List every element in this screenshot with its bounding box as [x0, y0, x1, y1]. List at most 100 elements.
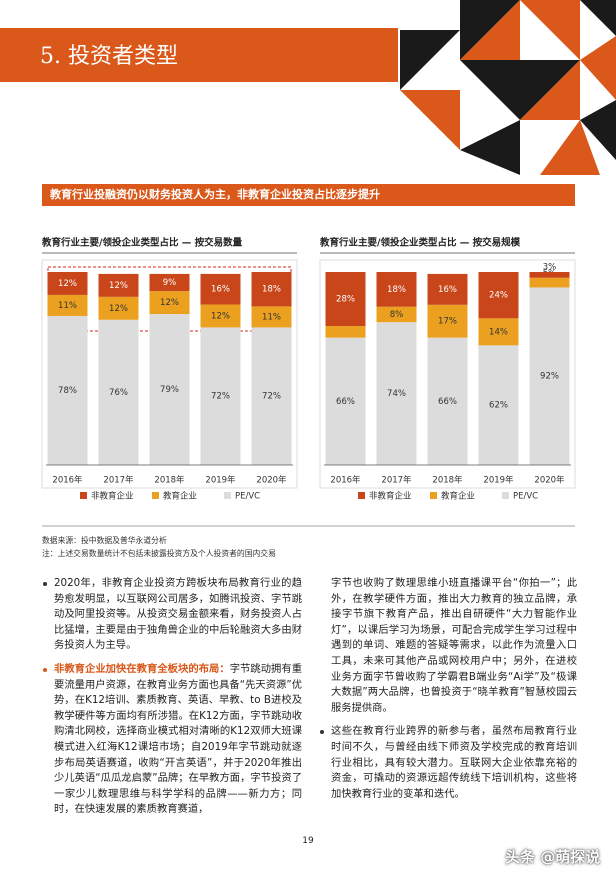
- banner: 教育行业投融资仍以财务投资人为主，非教育企业投资占比逐步提升: [42, 184, 575, 206]
- value-label: 17%: [438, 317, 457, 327]
- section-title: 5. 投资者类型: [40, 44, 178, 69]
- legend-swatch: [502, 492, 509, 499]
- bar-segment: [529, 272, 570, 278]
- value-label: 66%: [336, 397, 355, 407]
- paragraph: 2020年，非教育企业投资方跨板块布局教育行业的趋势愈发明显，以互联网公司居多，…: [43, 576, 302, 654]
- value-label: 16%: [438, 285, 457, 295]
- value-label: 12%: [109, 304, 128, 314]
- bar-segment: [251, 306, 292, 328]
- bar-segment: [529, 287, 570, 465]
- value-label: 92%: [540, 372, 559, 382]
- legend-label: PE/VC: [513, 492, 538, 502]
- value-label: 74%: [387, 389, 406, 399]
- right-column: 字节也收购了数理思维小班直播课平台“你拍一”；此外，在教学硬件方面，推出大力教育…: [320, 576, 577, 810]
- bar-segment: [427, 273, 468, 305]
- legend-label: 教育企业: [163, 491, 197, 502]
- bar-segment: [529, 277, 570, 288]
- value-label: 12%: [58, 279, 77, 289]
- legend-label: 非教育企业: [369, 491, 412, 502]
- legend-swatch: [358, 492, 365, 499]
- bar-segment: [47, 272, 88, 295]
- x-tick-label: 2017年: [381, 475, 412, 486]
- bar-segment: [149, 314, 190, 465]
- bar-segment: [325, 272, 366, 327]
- x-tick-label: 2016年: [52, 475, 83, 486]
- value-label: 12%: [109, 281, 128, 291]
- legend-swatch: [430, 492, 437, 499]
- value-label: 12%: [160, 298, 179, 308]
- value-label: 18%: [262, 285, 281, 295]
- x-tick-label: 2020年: [534, 475, 565, 486]
- x-tick-label: 2017年: [103, 475, 134, 486]
- chart-title: 教育行业主要/领投企业类型占比 — 按交易规模: [319, 237, 521, 249]
- value-label: 79%: [160, 385, 179, 395]
- lead: 非教育企业加快在教育全板块的布局：: [54, 662, 230, 675]
- bar-segment: [47, 294, 88, 316]
- note: 注：上述交易数量统计不包括未披露投资方及个人投资者的国内交易: [42, 549, 276, 558]
- text: 字节跳动拥有重要流量用户资源，在教育业务方面也具备“先天资源”优势，在K12培训…: [54, 662, 303, 816]
- chart-frame: [41, 259, 298, 489]
- bar-segment: [478, 345, 519, 465]
- header-pattern: [400, 0, 616, 175]
- bar-segment: [376, 322, 417, 465]
- legend-label: PE/VC: [235, 492, 260, 502]
- legend-swatch: [152, 492, 159, 499]
- value-label: 9%: [163, 278, 177, 288]
- value-label: 66%: [438, 397, 457, 407]
- bar-segment: [376, 272, 417, 307]
- x-tick-label: 2018年: [432, 475, 463, 486]
- legend-label: 非教育企业: [91, 491, 134, 502]
- x-tick-label: 2016年: [330, 475, 361, 486]
- value-label: 3%: [543, 263, 557, 273]
- chart-title: 教育行业主要/领投企业类型占比 — 按交易数量: [41, 237, 243, 249]
- value-label: 8%: [390, 310, 404, 320]
- value-label: 76%: [109, 388, 128, 398]
- value-label: 12%: [211, 311, 230, 321]
- paragraph: 字节也收购了数理思维小班直播课平台“你拍一”；此外，在教学硬件方面，推出大力教育…: [331, 577, 577, 714]
- bar-segment: [200, 273, 241, 305]
- header-band: [0, 28, 398, 82]
- left-column: 2020年，非教育企业投资方跨板块布局教育行业的趋势愈发明显，以互联网公司居多，…: [43, 576, 303, 826]
- value-label: 28%: [336, 295, 355, 305]
- bar-segment: [200, 327, 241, 465]
- value-label: 78%: [58, 386, 77, 396]
- value-label: 24%: [489, 291, 508, 301]
- value-label: 16%: [211, 285, 230, 295]
- bar-segment: [98, 319, 139, 465]
- value-label: 18%: [387, 285, 406, 295]
- value-label: 11%: [58, 301, 77, 311]
- value-label: 72%: [262, 392, 281, 402]
- bar-segment: [149, 291, 190, 315]
- bar-segment: [251, 272, 292, 307]
- x-tick-label: 2019年: [483, 475, 514, 486]
- bar-segment: [478, 272, 519, 319]
- bar-segment: [98, 296, 139, 320]
- page-number: 19: [302, 836, 314, 846]
- bar-segment: [325, 326, 366, 338]
- bar-segment: [325, 337, 366, 465]
- value-label: 72%: [211, 392, 230, 402]
- value-label: 62%: [489, 401, 508, 411]
- watermark: 头条 @萌探说: [505, 848, 601, 866]
- bar-segment: [200, 304, 241, 328]
- x-tick-label: 2019年: [205, 475, 236, 486]
- legend-swatch: [224, 492, 231, 499]
- bar-segment: [376, 306, 417, 323]
- bar-segment: [149, 273, 190, 292]
- bar-segment: [98, 273, 139, 297]
- value-label: 11%: [262, 312, 281, 322]
- bar-segment: [251, 327, 292, 465]
- x-tick-label: 2018年: [154, 475, 185, 486]
- paragraph: 这些在教育行业跨界的新参与者，虽然布局教育行业时间不久，与曾经由线下师资及学校完…: [320, 724, 577, 802]
- chart-frame: [319, 259, 576, 489]
- legend-swatch: [80, 492, 87, 499]
- x-tick-label: 2020年: [256, 475, 287, 486]
- paragraph: 非教育企业加快在教育全板块的布局：字节跳动拥有重要流量用户资源，在教育业务方面也…: [43, 662, 303, 818]
- bar-segment: [427, 304, 468, 338]
- bar-segment: [47, 315, 88, 465]
- bar-segment: [478, 318, 519, 346]
- bar-segment: [427, 337, 468, 465]
- legend-label: 教育企业: [441, 491, 475, 502]
